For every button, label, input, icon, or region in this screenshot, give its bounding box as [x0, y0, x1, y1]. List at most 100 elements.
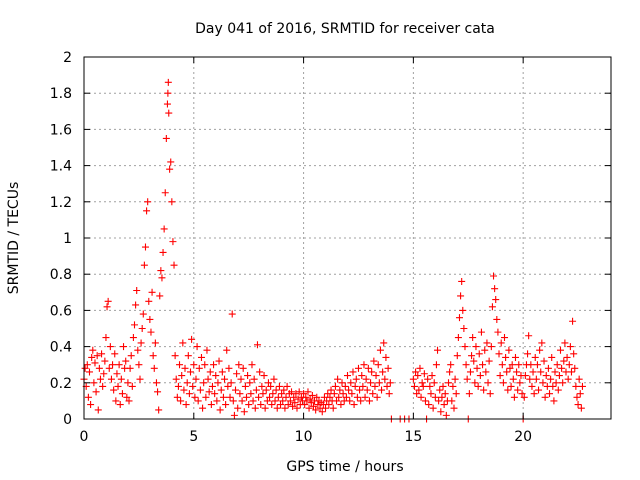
- data-point: [259, 390, 267, 398]
- data-point: [573, 393, 581, 401]
- data-point: [513, 368, 521, 376]
- data-point: [322, 404, 330, 412]
- data-point: [147, 328, 155, 336]
- data-point: [120, 343, 128, 351]
- data-point: [273, 404, 281, 412]
- data-point: [151, 339, 159, 347]
- data-point: [272, 386, 280, 394]
- data-point: [354, 364, 362, 372]
- data-point: [197, 353, 205, 361]
- data-point: [152, 379, 160, 387]
- data-point: [95, 364, 103, 372]
- data-point: [112, 397, 120, 405]
- data-point: [133, 286, 141, 294]
- data-point: [442, 411, 450, 419]
- data-point: [239, 364, 247, 372]
- data-point: [264, 379, 272, 387]
- data-point: [176, 361, 184, 369]
- x-axis-label: GPS time / hours: [286, 459, 403, 475]
- data-point: [350, 401, 358, 409]
- data-point: [118, 390, 126, 398]
- data-point: [252, 386, 260, 394]
- data-point: [574, 401, 582, 409]
- data-point: [190, 361, 198, 369]
- data-point: [511, 353, 519, 361]
- data-point: [271, 397, 279, 405]
- data-point: [477, 328, 485, 336]
- data-point: [496, 372, 504, 380]
- data-point: [240, 408, 248, 416]
- data-point: [195, 364, 203, 372]
- data-point: [87, 401, 95, 409]
- data-point: [359, 382, 367, 390]
- data-point: [430, 379, 438, 387]
- data-point: [382, 353, 390, 361]
- data-point: [558, 364, 566, 372]
- data-point: [164, 89, 172, 97]
- data-point: [184, 352, 192, 360]
- data-point: [174, 382, 182, 390]
- data-point: [493, 315, 501, 323]
- data-point: [550, 397, 558, 405]
- data-point: [106, 343, 114, 351]
- data-point: [200, 379, 208, 387]
- data-point: [331, 382, 339, 390]
- data-point: [181, 364, 189, 372]
- data-point: [244, 372, 252, 380]
- x-tick-label: 0: [80, 429, 89, 445]
- data-point: [123, 393, 131, 401]
- data-point: [385, 390, 393, 398]
- data-point: [494, 328, 502, 336]
- data-point: [210, 361, 218, 369]
- data-point: [458, 277, 466, 285]
- data-point: [413, 390, 421, 398]
- data-point: [245, 401, 253, 409]
- data-point: [335, 393, 343, 401]
- data-point: [414, 372, 422, 380]
- data-point: [360, 361, 368, 369]
- data-point: [440, 401, 448, 409]
- data-point: [159, 248, 167, 256]
- data-point: [162, 134, 170, 142]
- data-point: [134, 346, 142, 354]
- data-point: [338, 379, 346, 387]
- data-point: [426, 382, 434, 390]
- data-point: [417, 393, 425, 401]
- data-point: [262, 386, 270, 394]
- data-point: [449, 382, 457, 390]
- data-point: [462, 361, 470, 369]
- data-point: [501, 334, 509, 342]
- data-point: [167, 158, 175, 166]
- data-point: [531, 353, 539, 361]
- data-point: [508, 361, 516, 369]
- data-point: [475, 350, 483, 358]
- data-point: [125, 397, 133, 405]
- data-point: [300, 390, 308, 398]
- data-point: [289, 402, 297, 410]
- data-point: [137, 339, 145, 347]
- data-point: [577, 404, 585, 412]
- data-point: [313, 393, 321, 401]
- data-point: [203, 346, 211, 354]
- data-point: [428, 372, 436, 380]
- grid-layer: [84, 57, 611, 419]
- data-point: [214, 379, 222, 387]
- data-point: [521, 372, 529, 380]
- y-tick-label: 0: [63, 412, 72, 428]
- data-point: [367, 379, 375, 387]
- data-point: [228, 310, 236, 318]
- x-tick-labels: 0 5 10 15 20: [80, 429, 533, 445]
- data-point: [348, 390, 356, 398]
- data-point: [373, 393, 381, 401]
- data-point: [122, 357, 130, 365]
- data-point: [383, 382, 391, 390]
- data-point: [295, 388, 303, 396]
- data-point: [223, 346, 231, 354]
- data-point: [344, 372, 351, 380]
- data-point: [349, 368, 357, 376]
- data-point: [533, 361, 541, 369]
- data-point: [169, 238, 177, 246]
- data-point: [434, 346, 442, 354]
- data-point: [192, 375, 200, 383]
- data-point: [325, 401, 333, 409]
